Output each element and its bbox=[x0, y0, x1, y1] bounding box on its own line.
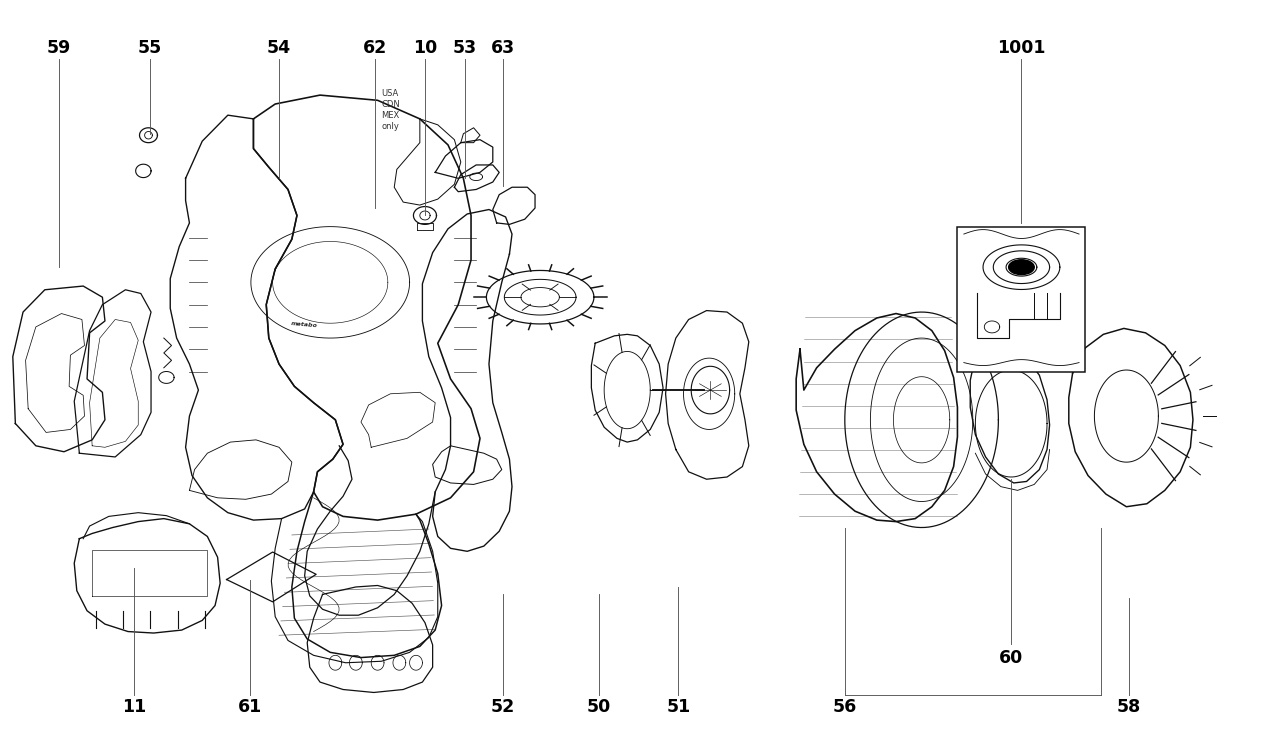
Text: 63: 63 bbox=[492, 39, 515, 57]
Text: 1001: 1001 bbox=[997, 39, 1046, 57]
FancyBboxPatch shape bbox=[957, 227, 1085, 372]
Text: 53: 53 bbox=[453, 39, 476, 57]
Text: 52: 52 bbox=[492, 698, 515, 716]
Text: 59: 59 bbox=[47, 39, 70, 57]
Text: 56: 56 bbox=[833, 698, 856, 716]
Text: 55: 55 bbox=[138, 39, 161, 57]
Text: 62: 62 bbox=[364, 39, 387, 57]
Text: 50: 50 bbox=[588, 698, 611, 716]
Text: 51: 51 bbox=[667, 698, 690, 716]
Text: 11: 11 bbox=[123, 698, 146, 716]
Text: 10: 10 bbox=[413, 39, 436, 57]
Text: 60: 60 bbox=[1000, 649, 1023, 666]
Text: 54: 54 bbox=[268, 39, 291, 57]
Text: metabo: metabo bbox=[291, 321, 319, 328]
Text: USA
CDN
MEX
only: USA CDN MEX only bbox=[381, 89, 401, 132]
Text: 58: 58 bbox=[1117, 698, 1140, 716]
Text: 61: 61 bbox=[238, 698, 261, 716]
Circle shape bbox=[1009, 260, 1034, 275]
